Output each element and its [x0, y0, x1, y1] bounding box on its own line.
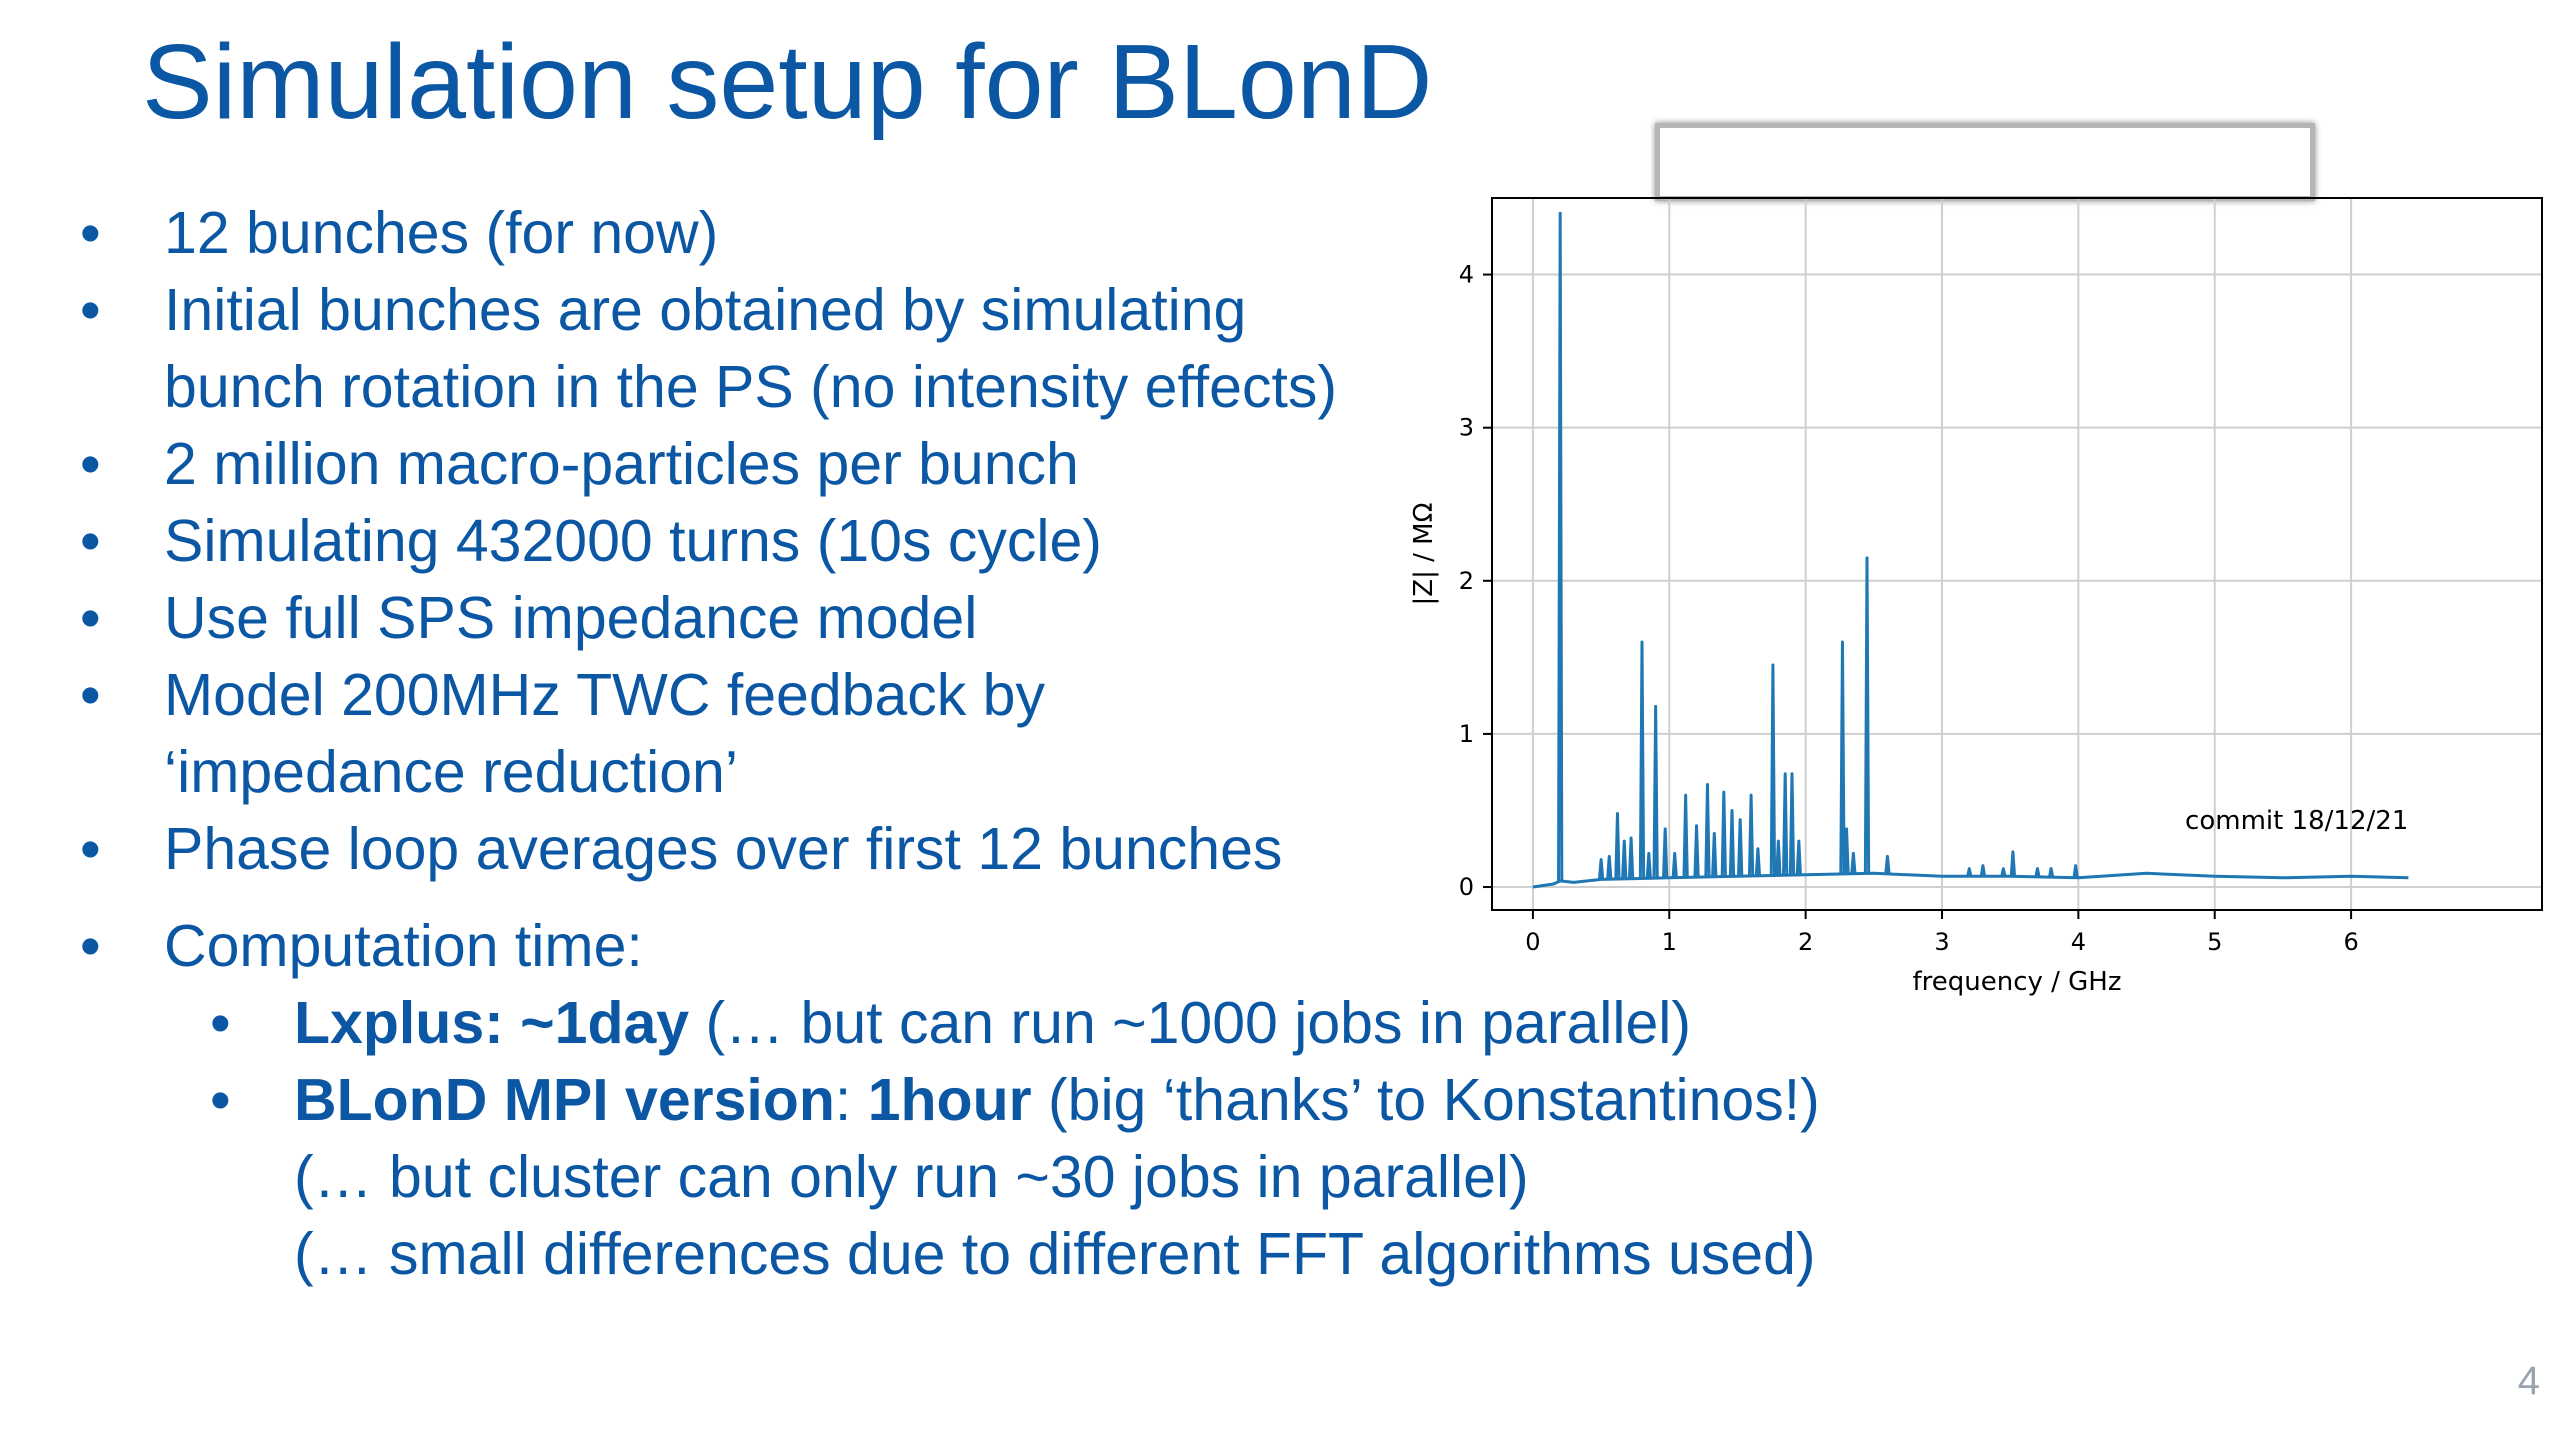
resonance-peak: [1645, 851, 1652, 879]
mpi-note-2: (… small differences due to different FF…: [294, 1221, 1816, 1287]
bullet-text: Model 200MHz TWC feedback by ‘impedance …: [164, 662, 1045, 805]
bullet-marker: •: [210, 990, 231, 1056]
resonance-peak: [1769, 663, 1777, 876]
x-tick-label: 6: [2343, 928, 2358, 956]
bullet-item: • Initial bunches are obtained by simulat…: [80, 272, 1420, 426]
bullet-marker: •: [80, 816, 101, 882]
series-baseline: [1532, 871, 2409, 889]
resonance-peak: [1966, 867, 1973, 877]
y-axis-label: |Z| / MΩ: [1409, 503, 1439, 606]
bullet-item: • Simulating 432000 turns (10s cycle): [80, 503, 1420, 580]
mpi-detail: (big ‘thanks’ to Konstantinos!): [1031, 1067, 1820, 1133]
resonance-peak: [1850, 851, 1857, 874]
resonance-peak: [1662, 827, 1669, 878]
resonance-peak: [1775, 839, 1782, 876]
resonance-peak: [1671, 851, 1678, 878]
resonance-peak: [1621, 839, 1628, 879]
y-tick-label: 3: [1459, 414, 1474, 442]
x-tick-label: 5: [2207, 928, 2222, 956]
bullet-item: • Model 200MHz TWC feedback by ‘impedance…: [80, 657, 1420, 811]
resonance-peak: [1843, 827, 1850, 874]
bullet-text: Simulating 432000 turns (10s cycle): [164, 508, 1102, 574]
bullet-marker: •: [80, 662, 101, 728]
sub-bullet-mpi: • BLonD MPI version: 1hour (big ‘thanks’ …: [80, 1062, 1820, 1139]
resonance-peak: [1737, 818, 1744, 877]
resonance-peak: [1652, 704, 1659, 879]
y-tick-label: 2: [1459, 567, 1474, 595]
resonance-peak: [1728, 808, 1736, 877]
resonance-peak: [1754, 847, 1762, 876]
resonance-peak: [1557, 211, 1564, 881]
lxplus-detail: (… but can run ~1000 jobs in parallel): [689, 990, 1692, 1056]
resonance-peak: [1606, 854, 1613, 880]
resonance-peak: [1884, 854, 1891, 875]
resonance-peak: [1693, 824, 1700, 878]
resonance-peak: [1682, 793, 1689, 878]
x-axis-label: frequency / GHz: [1912, 967, 2121, 997]
resonance-peak: [1863, 556, 1871, 874]
bullet-text: Phase loop averages over first 12 bunche…: [164, 816, 1283, 882]
bullet-text: Computation time:: [164, 913, 643, 979]
x-tick-label: 0: [1525, 928, 1540, 956]
resonance-peak: [1720, 790, 1727, 877]
resonance-peak: [2000, 867, 2007, 877]
resonance-peak: [1711, 831, 1718, 877]
commit-annotation: commit 18/12/21: [2185, 806, 2408, 836]
bullet-item: • 12 bunches (for now): [80, 195, 1420, 272]
bullet-item: • Use full SPS impedance model: [80, 580, 1420, 657]
bullet-text: 2 million macro-particles per bunch: [164, 431, 1079, 497]
resonance-peak: [1627, 836, 1635, 879]
y-tick-label: 0: [1459, 873, 1474, 901]
resonance-peak: [2034, 867, 2041, 878]
resonance-peak: [1839, 640, 1846, 874]
resonance-peak: [2047, 867, 2055, 878]
x-tick-label: 4: [2071, 928, 2086, 956]
bullet-text: 12 bunches (for now): [164, 200, 719, 266]
resonance-peak: [1704, 782, 1711, 878]
sub-bullet-lxplus: • Lxplus: ~1day (… but can run ~1000 jobs…: [80, 985, 1691, 1062]
resonance-peak: [1614, 812, 1621, 880]
bullet-item-computation: • Computation time:: [80, 908, 1420, 985]
chart-svg: 0 1 2 3 4 5 6 0 1 2 3 4 frequency / GHz |Z| / MΩ commi…: [1409, 197, 2543, 997]
bullet-item: • 2 million macro-particles per bunch: [80, 426, 1420, 503]
bullet-marker: •: [80, 431, 101, 497]
y-tick-label: 4: [1459, 261, 1474, 289]
bullet-marker: •: [80, 277, 101, 343]
resonance-peak: [1979, 864, 1987, 877]
bullet-marker: •: [80, 200, 101, 266]
bullet-marker: •: [210, 1067, 231, 1133]
bullet-text: Initial bunches are obtained by simulati…: [164, 277, 1338, 420]
bullet-marker: •: [80, 913, 101, 979]
mpi-time: 1hour: [867, 1067, 1032, 1133]
lxplus-label: Lxplus: ~1day: [294, 990, 690, 1056]
slide-title: Simulation setup for BLonD: [142, 23, 1433, 141]
plot-frame: [1491, 197, 2543, 911]
mpi-note-1: (… but cluster can only run ~30 jobs in …: [294, 1144, 1529, 1210]
resonance-peak: [1795, 839, 1802, 876]
resonance-peak: [1597, 857, 1605, 880]
x-tick-label: 2: [1798, 928, 1813, 956]
y-tick-label: 1: [1459, 720, 1474, 748]
mpi-sep: :: [834, 1067, 868, 1133]
resonance-peak: [1788, 772, 1796, 876]
bullet-text: Use full SPS impedance model: [164, 585, 978, 651]
bullet-item: • Phase loop averages over first 12 bunch…: [80, 811, 1420, 888]
resonance-peak: [1638, 640, 1646, 879]
page-number: 4: [2517, 1359, 2540, 1403]
resonance-peak: [2009, 850, 2017, 877]
bullet-list: • 12 bunches (for now) • Initial bunches a…: [80, 195, 1820, 1293]
impedance-chart: 0 1 2 3 4 5 6 0 1 2 3 4 frequency / GHz |Z| / MΩ commi…: [1380, 110, 2560, 1010]
bullet-marker: •: [80, 508, 101, 574]
x-tick-label: 3: [1934, 928, 1949, 956]
resonance-peak: [1782, 772, 1789, 876]
resonance-peak: [2072, 864, 2079, 878]
resonance-peak: [1747, 793, 1755, 877]
bullet-marker: •: [80, 585, 101, 651]
x-tick-label: 1: [1662, 928, 1677, 956]
mpi-label: BLonD MPI version: [294, 1067, 835, 1133]
